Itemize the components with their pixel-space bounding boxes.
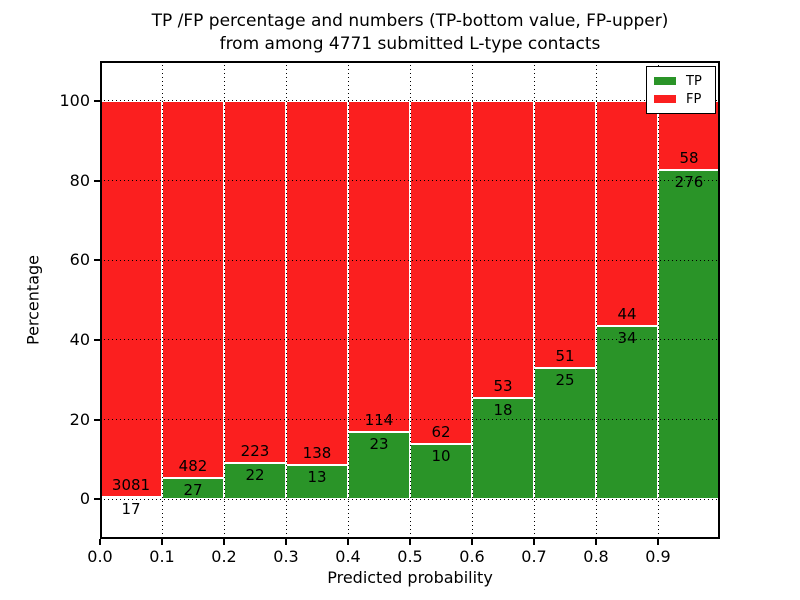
bar-tp-segment bbox=[534, 368, 596, 500]
y-tick-label: 0 bbox=[79, 489, 90, 509]
tp-count-label: 13 bbox=[307, 467, 327, 486]
bar-fp-segment bbox=[348, 100, 410, 433]
vertical-gridline bbox=[161, 61, 163, 539]
vertical-gridline bbox=[347, 61, 349, 539]
vertical-gridline bbox=[657, 61, 659, 539]
bar-fp-segment bbox=[162, 100, 224, 479]
y-tick-label: 20 bbox=[69, 409, 90, 429]
plot-area: 3081 17 482 27 223 22 138 13 114 23 62 10 53 18 51 25 44… bbox=[100, 61, 720, 539]
x-tick-label: 0.4 bbox=[335, 547, 361, 566]
vertical-gridline bbox=[285, 61, 287, 539]
x-tick-mark bbox=[533, 539, 535, 545]
tp-count-label: 34 bbox=[617, 328, 637, 347]
bar-tp-segment bbox=[348, 432, 410, 500]
x-tick-label: 0.3 bbox=[273, 547, 299, 566]
bar-tp-segment bbox=[596, 325, 658, 500]
chart-title-line1: TP /FP percentage and numbers (TP-bottom… bbox=[151, 11, 669, 31]
tp-count-label: 23 bbox=[369, 435, 389, 454]
fp-count-label: 51 bbox=[555, 347, 575, 366]
x-tick-mark bbox=[471, 539, 473, 545]
x-tick-mark bbox=[409, 539, 411, 545]
y-tick-mark bbox=[94, 498, 100, 501]
fp-count-label: 44 bbox=[617, 304, 637, 323]
tp-count-label: 276 bbox=[674, 173, 704, 191]
bar-tp-segment bbox=[286, 464, 348, 500]
y-tick-mark bbox=[94, 179, 100, 182]
tp-count-label: 22 bbox=[245, 466, 265, 485]
legend-swatch-tp bbox=[654, 77, 676, 85]
fp-count-label: 223 bbox=[240, 442, 270, 461]
legend-label-fp: FP bbox=[686, 91, 702, 107]
legend-item-tp: TP bbox=[647, 72, 715, 90]
fp-count-label: 53 bbox=[493, 377, 513, 396]
bar-fp-segment bbox=[472, 100, 534, 399]
fp-count-label: 62 bbox=[431, 422, 451, 441]
x-tick-mark bbox=[595, 539, 597, 545]
legend-swatch-fp bbox=[654, 95, 676, 103]
vertical-gridline bbox=[409, 61, 411, 539]
x-tick-label: 0.5 bbox=[397, 547, 423, 566]
bar-fp-segment bbox=[224, 100, 286, 464]
vertical-gridline bbox=[471, 61, 473, 539]
vertical-gridline bbox=[223, 61, 225, 539]
y-tick-mark bbox=[94, 259, 100, 262]
x-tick-label: 0.1 bbox=[149, 547, 175, 566]
x-tick-mark bbox=[99, 539, 101, 545]
x-axis-label: Predicted probability bbox=[327, 568, 493, 587]
x-tick-mark bbox=[347, 539, 349, 545]
fp-count-label: 3081 bbox=[111, 475, 151, 494]
chart-title-line2: from among 4771 submitted L-type contact… bbox=[219, 34, 601, 54]
y-tick-label: 40 bbox=[69, 329, 90, 349]
bar-tp-segment bbox=[658, 170, 720, 500]
fp-count-label: 114 bbox=[364, 411, 394, 430]
fp-count-label: 58 bbox=[679, 149, 699, 167]
x-tick-mark bbox=[285, 539, 287, 545]
x-tick-label: 0.7 bbox=[521, 547, 547, 566]
x-tick-label: 0.8 bbox=[583, 547, 609, 566]
x-tick-mark bbox=[657, 539, 659, 545]
vertical-gridline bbox=[595, 61, 597, 539]
bars-layer bbox=[100, 61, 720, 539]
y-tick-mark bbox=[94, 418, 100, 421]
vertical-gridline bbox=[533, 61, 535, 539]
tp-count-label: 18 bbox=[493, 401, 513, 420]
grid-layer bbox=[100, 61, 720, 539]
x-tick-label: 0.2 bbox=[211, 547, 237, 566]
x-tick-label: 0.0 bbox=[87, 547, 113, 566]
y-tick-label: 80 bbox=[69, 170, 90, 190]
y-tick-mark bbox=[94, 338, 100, 341]
legend-item-fp: FP bbox=[647, 90, 715, 108]
x-tick-mark bbox=[223, 539, 225, 545]
y-tick-mark bbox=[94, 99, 100, 102]
tp-count-label: 17 bbox=[121, 499, 141, 518]
chart-title: TP /FP percentage and numbers (TP-bottom… bbox=[90, 10, 730, 56]
tp-count-label: 10 bbox=[431, 446, 451, 465]
x-tick-label: 0.9 bbox=[645, 547, 671, 566]
x-tick-mark bbox=[161, 539, 163, 545]
fp-count-label: 482 bbox=[178, 457, 208, 476]
bar-fp-segment bbox=[286, 100, 348, 465]
fp-count-label: 138 bbox=[302, 443, 332, 462]
legend: TP FP bbox=[646, 66, 716, 114]
bar-tp-segment bbox=[410, 443, 472, 500]
y-tick-label: 60 bbox=[69, 250, 90, 270]
tp-count-label: 27 bbox=[183, 481, 203, 500]
y-tick-label: 100 bbox=[59, 90, 90, 110]
x-tick-label: 0.6 bbox=[459, 547, 485, 566]
legend-label-tp: TP bbox=[686, 73, 702, 89]
axes-spine bbox=[100, 61, 720, 539]
tp-count-label: 25 bbox=[555, 371, 575, 390]
value-labels-layer: 3081 17 482 27 223 22 138 13 114 23 62 10 53 18 51 25 44… bbox=[100, 61, 720, 539]
